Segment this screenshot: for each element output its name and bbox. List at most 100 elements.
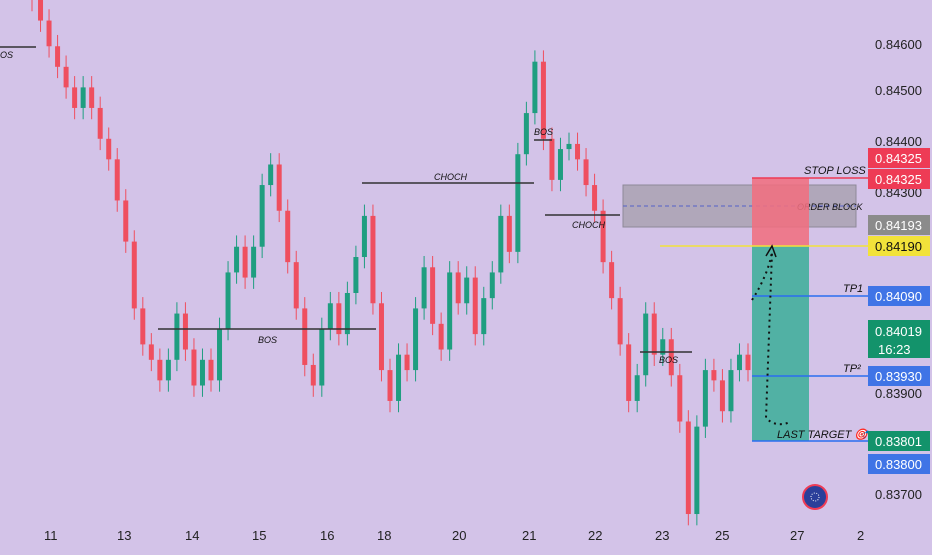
candle — [319, 328, 325, 386]
price-tag-tp2[interactable]: 0.83930 — [868, 366, 930, 386]
candle — [38, 0, 44, 21]
candle — [131, 241, 137, 309]
candle — [148, 344, 154, 360]
svg-text:0.84193: 0.84193 — [875, 218, 922, 233]
candle — [575, 143, 581, 160]
y-tick-1: 0.84500 — [875, 83, 922, 98]
candle — [413, 308, 419, 371]
candle — [285, 210, 291, 263]
candle — [736, 354, 742, 371]
candle — [728, 370, 734, 412]
candle — [643, 313, 649, 376]
os-label: OS — [0, 50, 13, 60]
x-tick-2: 14 — [185, 528, 199, 543]
candle — [242, 246, 248, 278]
candle — [711, 370, 717, 381]
candle — [310, 364, 316, 386]
candle — [523, 113, 529, 155]
svg-text:0.84090: 0.84090 — [875, 289, 922, 304]
candle — [540, 61, 546, 139]
bos-label-top: BOS — [534, 127, 553, 137]
stop-loss-zone[interactable] — [752, 178, 809, 246]
svg-text:0.83930: 0.83930 — [875, 369, 922, 384]
candle — [745, 354, 751, 371]
tp1-label: TP1 — [843, 283, 863, 295]
candle — [199, 359, 205, 386]
x-tick-6: 20 — [452, 528, 466, 543]
x-tick-4: 16 — [320, 528, 334, 543]
choch-label-upper: CHOCH — [434, 172, 467, 182]
candle — [506, 215, 512, 252]
candle — [634, 375, 640, 401]
x-axis: 11 13 14 15 16 18 20 21 22 23 25 27 2 — [44, 528, 864, 543]
candle — [702, 370, 708, 427]
bos-label-bottom: BOS — [258, 335, 277, 345]
session-indicator-icon[interactable] — [802, 484, 828, 510]
candle — [515, 154, 521, 252]
candle — [694, 426, 700, 515]
candle-group — [31, 0, 751, 526]
candle — [617, 298, 623, 345]
y-tick-2: 0.84400 — [875, 134, 922, 149]
svg-text:0.83801: 0.83801 — [875, 434, 922, 449]
svg-text:0.83800: 0.83800 — [875, 457, 922, 472]
price-tag-stop-loss-a[interactable]: 0.84325 — [868, 148, 930, 168]
price-tag-target-b[interactable]: 0.83800 — [868, 454, 930, 474]
candle — [217, 328, 223, 381]
candle — [293, 262, 299, 309]
candle — [660, 339, 666, 355]
y-tick-4: 0.83900 — [875, 386, 922, 401]
candle — [268, 164, 274, 186]
candle — [327, 303, 333, 329]
candle — [557, 149, 563, 180]
candle — [97, 107, 103, 139]
price-tag-order-block[interactable]: 0.84193 — [868, 215, 930, 235]
price-tag-current[interactable]: 0.84019 16:23 — [868, 320, 930, 358]
x-tick-7: 21 — [522, 528, 536, 543]
candle — [157, 359, 163, 381]
candle — [532, 61, 538, 114]
candle — [353, 257, 359, 293]
candle — [259, 185, 265, 247]
candle — [600, 210, 606, 263]
candle — [378, 303, 384, 371]
countdown: 16:23 — [878, 342, 911, 357]
svg-text:0.84190: 0.84190 — [875, 239, 922, 254]
candle — [276, 164, 282, 211]
candle — [481, 298, 487, 335]
candle — [447, 272, 453, 350]
candle — [455, 272, 461, 304]
svg-text:0.84019: 0.84019 — [875, 324, 922, 339]
candle — [123, 200, 129, 242]
candle — [651, 313, 657, 355]
candle — [55, 46, 61, 67]
x-tick-11: 27 — [790, 528, 804, 543]
price-tag-target-a[interactable]: 0.83801 — [868, 431, 930, 451]
candle — [191, 349, 197, 386]
candle — [566, 143, 572, 150]
bos-label-right: BOS — [659, 355, 678, 365]
price-tag-stop-loss-b[interactable]: 0.84325 — [868, 169, 930, 189]
candle — [430, 267, 436, 324]
x-tick-0: 11 — [44, 528, 58, 543]
candle — [336, 303, 342, 335]
choch-label-lower: CHOCH — [572, 220, 605, 230]
candle — [174, 313, 180, 360]
candle — [140, 308, 146, 345]
candle — [114, 159, 120, 201]
candle — [685, 421, 691, 515]
candle — [719, 380, 725, 412]
price-tag-tp1[interactable]: 0.84090 — [868, 286, 930, 306]
stop-loss-label: STOP LOSS — [804, 165, 866, 177]
profit-zone[interactable] — [752, 246, 809, 441]
candle — [344, 292, 350, 335]
candle — [472, 277, 478, 335]
candle — [234, 246, 240, 273]
candle — [251, 246, 257, 278]
price-tag-entry[interactable]: 0.84190 — [868, 236, 930, 256]
x-tick-1: 13 — [117, 528, 131, 543]
candle — [583, 159, 589, 186]
x-tick-5: 18 — [377, 528, 391, 543]
